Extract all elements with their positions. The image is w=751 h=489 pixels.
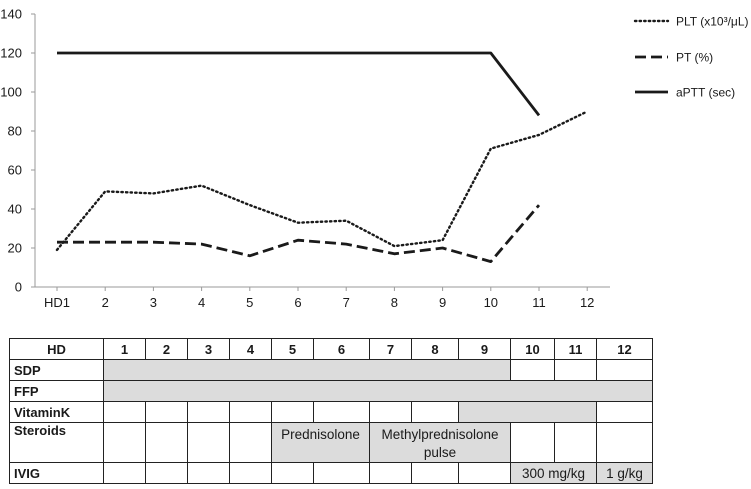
legend-label-1: PT (%) <box>676 51 713 65</box>
table-cell <box>103 422 146 463</box>
x-tick-label: 3 <box>150 295 157 310</box>
table-header-day: 12 <box>596 338 653 360</box>
x-tick-label: 6 <box>294 295 301 310</box>
x-tick-label: 11 <box>532 295 546 310</box>
table-header-day: 10 <box>510 338 555 360</box>
y-tick-label: 20 <box>8 241 22 256</box>
shaded-cell <box>103 380 653 402</box>
table-cell <box>554 359 597 381</box>
table-cell <box>229 422 272 463</box>
table-header-day: 7 <box>369 338 412 360</box>
x-tick-label: 12 <box>580 295 594 310</box>
legend-label-2: aPTT (sec) <box>676 86 735 100</box>
row-label: IVIG <box>9 462 104 484</box>
row-label: VitaminK <box>9 401 104 423</box>
treatment-table: HD 1 2 3 4 5 6 7 8 9 10 11 12 SDP FFP VitaminK Steroids P… <box>9 338 653 484</box>
legend-label-0: PLT (x10³/μL) <box>676 15 749 29</box>
table-cell <box>271 401 314 423</box>
chart-series <box>55 51 589 264</box>
chart-axes: 0 20 40 60 80 100 120 140 HD1 2 3 4 5 6 7 8 9 10 11 12 <box>0 7 610 310</box>
y-tick-label: 120 <box>0 46 22 61</box>
table-cell <box>187 462 230 484</box>
x-tick-label: 9 <box>439 295 446 310</box>
y-tick-label: 140 <box>0 7 22 22</box>
table-cell <box>369 401 412 423</box>
table-header-day: 3 <box>187 338 230 360</box>
y-tick-label: 0 <box>15 280 22 295</box>
table-cell <box>271 462 314 484</box>
table-cell <box>411 462 459 484</box>
table-row: VitaminK <box>9 401 653 423</box>
table-cell <box>187 422 230 463</box>
table-row: SDP <box>9 359 653 381</box>
table-cell <box>187 401 230 423</box>
table-cell <box>229 462 272 484</box>
y-tick-label: 100 <box>0 85 22 100</box>
table-header-day: 5 <box>271 338 314 360</box>
y-tick-label: 60 <box>8 163 22 178</box>
table-header-day: 11 <box>554 338 597 360</box>
table-cell <box>510 422 555 463</box>
table-cell <box>145 422 188 463</box>
series-line-1 <box>57 204 541 264</box>
treatment-span: Prednisolone <box>271 422 370 463</box>
table-cell <box>229 401 272 423</box>
chart-legend: PLT (x10³/μL) PT (%) aPTT (sec) <box>633 15 749 100</box>
x-tick-label: 7 <box>343 295 350 310</box>
table-cell <box>554 422 597 463</box>
line-chart: 0 20 40 60 80 100 120 140 HD1 2 3 4 5 6 7 8 9 10 11 12 PLT … <box>0 7 749 311</box>
y-tick-label: 40 <box>8 202 22 217</box>
table-cell <box>596 401 653 423</box>
table-header-day: 1 <box>103 338 146 360</box>
treatment-span: 300 mg/kg <box>510 462 597 484</box>
table-header-day: 2 <box>145 338 188 360</box>
x-tick-label: 8 <box>391 295 398 310</box>
shaded-cell <box>103 359 511 381</box>
series-line-0 <box>55 110 589 252</box>
table-header-row: HD 1 2 3 4 5 6 7 8 9 10 11 12 <box>9 338 653 360</box>
table-header-day: 8 <box>411 338 459 360</box>
table-cell <box>145 462 188 484</box>
table-header-day: 9 <box>458 338 511 360</box>
x-tick-label: HD1 <box>44 295 70 310</box>
table-header-day: 6 <box>313 338 370 360</box>
row-label: SDP <box>9 359 104 381</box>
table-cell <box>369 462 412 484</box>
table-cell <box>510 359 555 381</box>
table-cell <box>596 359 653 381</box>
table-header-label: HD <box>9 338 104 360</box>
table-row: FFP <box>9 380 653 402</box>
table-cell <box>145 401 188 423</box>
table-header-day: 4 <box>229 338 272 360</box>
treatment-span: Methylprednisolone pulse <box>369 422 511 463</box>
table-row: IVIG 300 mg/kg 1 g/kg <box>9 462 653 484</box>
x-tick-label: 10 <box>484 295 498 310</box>
row-label: FFP <box>9 380 104 402</box>
table-cell <box>313 462 370 484</box>
table-row: Steroids Prednisolone Methylprednisolone p… <box>9 422 653 463</box>
treatment-span: 1 g/kg <box>596 462 653 484</box>
row-label: Steroids <box>9 422 104 463</box>
table-cell <box>411 401 459 423</box>
y-tick-label: 80 <box>8 124 22 139</box>
table-cell <box>313 401 370 423</box>
series-line-2 <box>57 51 541 117</box>
table-cell <box>596 422 653 463</box>
x-tick-label: 5 <box>246 295 253 310</box>
shaded-cell <box>458 401 597 423</box>
table-cell <box>103 462 146 484</box>
table-cell <box>103 401 146 423</box>
table-cell <box>458 462 511 484</box>
x-tick-label: 2 <box>102 295 109 310</box>
x-tick-label: 4 <box>198 295 205 310</box>
